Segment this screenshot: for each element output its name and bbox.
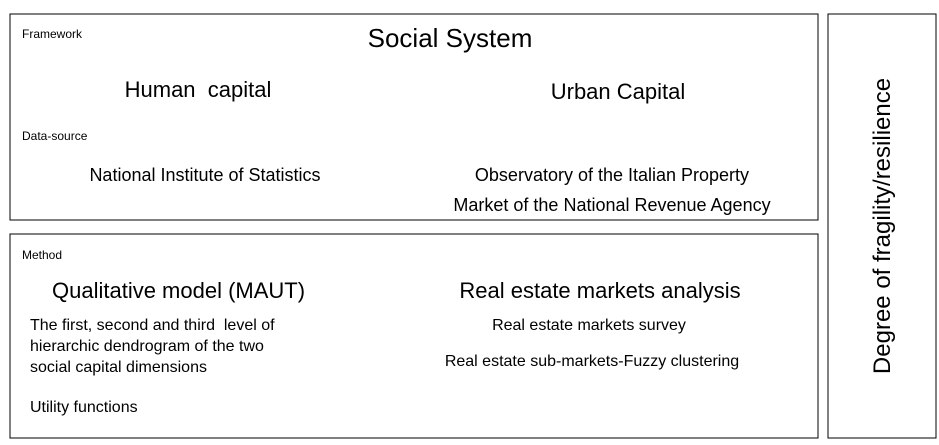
method-left-extra: Utility functions: [30, 399, 138, 416]
method-left-title: Qualitative model (MAUT): [52, 278, 305, 303]
framework-title: Social System: [368, 23, 533, 53]
data-source-left: National Institute of Statistics: [89, 165, 320, 185]
data-source-label: Data-source: [22, 129, 88, 143]
side-box: [827, 13, 937, 439]
human-capital: Human capital: [125, 77, 272, 102]
method-right-title: Real estate markets analysis: [459, 278, 740, 303]
data-source-right: Observatory of the Italian Property: [475, 165, 749, 185]
method-right-item: Real estate markets survey: [492, 317, 686, 334]
method-left-line: hierarchic dendrogram of the two: [30, 338, 264, 355]
method-label: Method: [22, 248, 62, 262]
urban-capital: Urban Capital: [551, 79, 686, 104]
framework-label: Framework: [22, 27, 83, 41]
framework-box: [9, 13, 819, 221]
method-right-item: Real estate sub-markets-Fuzzy clustering: [445, 353, 739, 370]
side-label: Degree of fragility/resilience: [869, 78, 896, 374]
method-left-line: The first, second and third level of: [30, 317, 275, 334]
method-box: [9, 233, 819, 439]
data-source-right: Market of the National Revenue Agency: [453, 195, 770, 215]
method-left-line: social capital dimensions: [30, 359, 207, 376]
